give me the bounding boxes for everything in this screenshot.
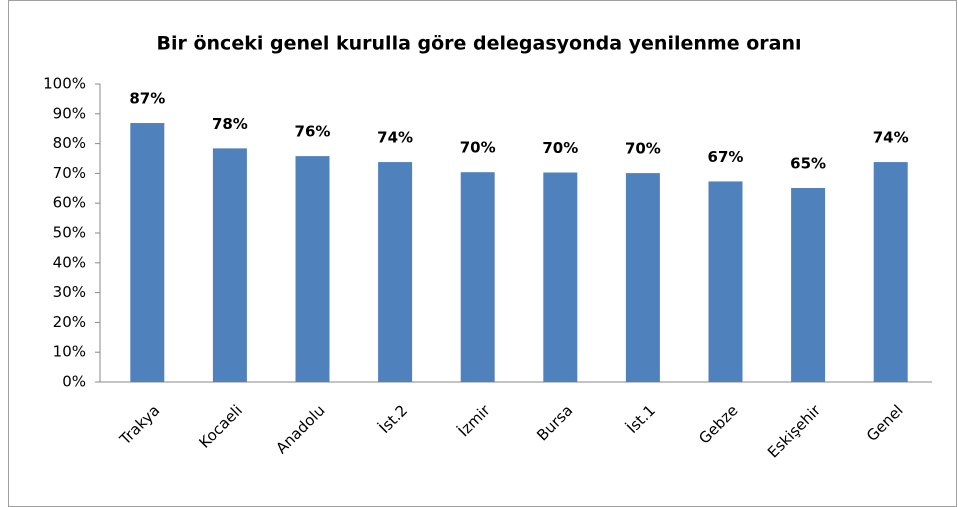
y-tick-label: 10%	[53, 343, 86, 361]
y-tick-label: 50%	[53, 224, 86, 242]
value-label: 70%	[460, 139, 496, 157]
x-tick-label: İst.1	[623, 401, 659, 437]
y-tick-label: 60%	[53, 194, 86, 212]
x-tick-label: Eskişehir	[764, 401, 825, 462]
value-label: 70%	[542, 139, 578, 157]
x-tick-label: İzmir	[454, 400, 494, 440]
y-tick-label: 80%	[53, 134, 86, 152]
y-tick-label: 30%	[53, 283, 86, 301]
value-label: 74%	[377, 129, 413, 147]
value-label: 74%	[873, 129, 909, 147]
value-label: 70%	[625, 140, 661, 158]
x-tick-label: Bursa	[533, 401, 576, 444]
bar	[873, 162, 908, 382]
bar	[791, 188, 826, 382]
y-tick-label: 90%	[53, 104, 86, 122]
value-label: 67%	[708, 148, 744, 166]
value-label: 76%	[295, 123, 331, 141]
bar	[130, 123, 165, 383]
x-tick-label: İst.2	[375, 401, 411, 437]
x-tick-label: Kocaeli	[196, 401, 246, 451]
y-tick-label: 0%	[62, 373, 86, 391]
value-label: 65%	[790, 155, 826, 173]
y-tick-label: 20%	[53, 313, 86, 331]
x-tick-label: Gebze	[695, 401, 741, 447]
bar	[543, 172, 578, 382]
bar	[212, 148, 247, 382]
bar	[708, 181, 743, 382]
y-tick-label: 70%	[53, 164, 86, 182]
y-tick-label: 100%	[43, 75, 86, 93]
bar	[460, 172, 495, 382]
x-tick-label: Trakya	[116, 401, 164, 449]
bar	[295, 156, 330, 382]
bar	[378, 162, 413, 382]
x-tick-label: Genel	[863, 401, 907, 445]
y-tick-label: 40%	[53, 253, 86, 271]
bar	[625, 173, 660, 382]
value-label: 78%	[212, 115, 248, 133]
x-tick-label: Anadolu	[272, 401, 328, 457]
chart-title: Bir önceki genel kurulla göre delegasyon…	[157, 33, 802, 55]
value-label: 87%	[129, 90, 165, 108]
